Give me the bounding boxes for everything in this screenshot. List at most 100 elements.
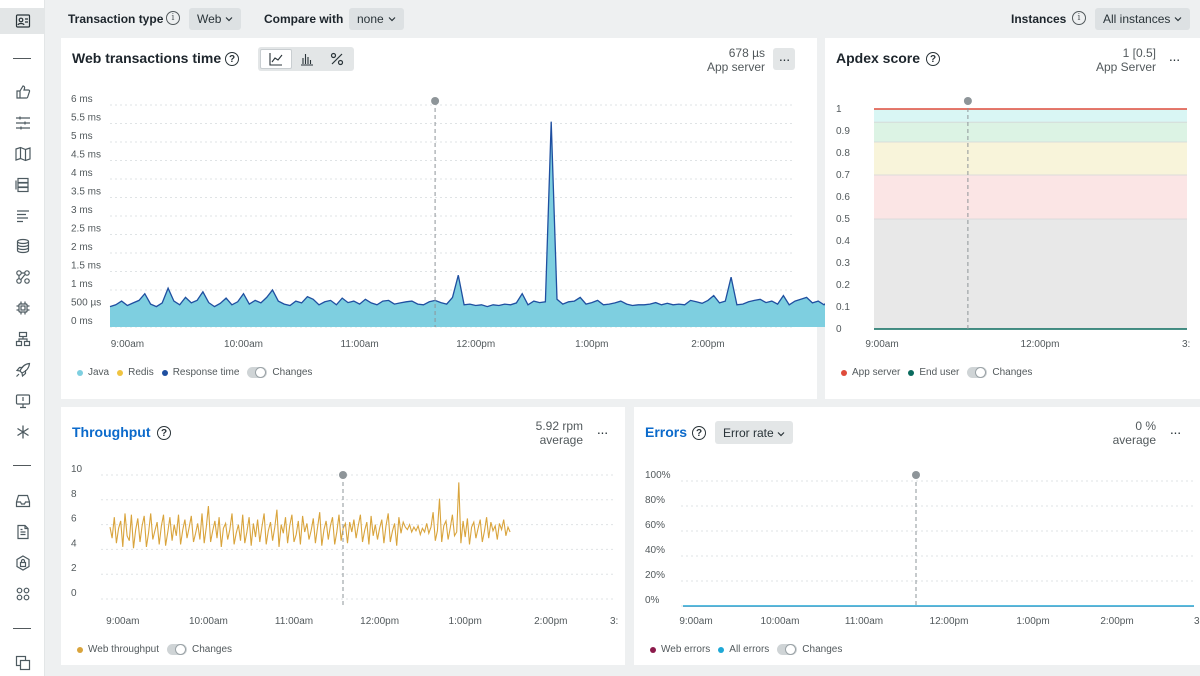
legend-label: App server	[852, 367, 901, 378]
errors-card: Errors ? Error rate 0 % average ··· 0% 20…	[634, 407, 1200, 665]
x-axis-tick-label: 11:00am	[341, 339, 379, 350]
legend-label: Changes	[802, 644, 843, 655]
apdex-band	[874, 175, 1187, 219]
change-marker-dot	[431, 97, 440, 105]
entity-summary-icon[interactable]	[0, 8, 45, 34]
error-metric-select[interactable]: Error rate	[715, 421, 794, 444]
y-axis-tick-label: 0.9	[836, 126, 850, 137]
chart-legend: Java Redis Response time Changes	[77, 367, 320, 378]
legend-label: Web throughput	[88, 644, 159, 655]
sidebar-divider	[13, 58, 31, 59]
x-axis-tick-label: 12:00pm	[360, 616, 399, 627]
card-title: Apdex score	[836, 50, 921, 66]
chip-icon[interactable]	[0, 295, 45, 321]
x-axis-tick-label: 9:00am	[865, 339, 898, 350]
rocket-icon[interactable]	[0, 357, 45, 383]
x-axis-tick-label: 12:00pm	[930, 616, 969, 627]
sliders-icon[interactable]	[0, 110, 45, 136]
legend-item-app-server[interactable]: App server	[841, 367, 900, 378]
summary-value: 1 [0.5]	[1122, 46, 1156, 60]
line-chart-icon[interactable]	[260, 49, 292, 69]
x-axis-tick-label: 2:00pm	[691, 339, 724, 350]
legend-item-end-user[interactable]: End user	[908, 367, 959, 378]
y-axis-tick-label: 0%	[645, 595, 660, 606]
apps-icon[interactable]	[0, 581, 45, 607]
card-title: Web transactions time	[72, 50, 222, 66]
change-marker-dot	[339, 471, 347, 479]
inbox-icon[interactable]	[0, 488, 45, 514]
y-axis-tick-label: 0	[71, 588, 77, 599]
web-throughput-line	[109, 482, 511, 549]
y-axis-tick-label: 4.5 ms	[71, 150, 101, 161]
instances-select[interactable]: All instances	[1095, 8, 1191, 30]
more-options-button[interactable]: ···	[1169, 424, 1182, 440]
compare-with-label: Compare with	[264, 12, 344, 26]
compare-with-value: none	[357, 12, 384, 26]
legend-label: All errors	[729, 644, 770, 655]
legend-label: Response time	[172, 367, 240, 378]
changes-toggle[interactable]: Changes	[967, 367, 1032, 378]
x-axis-tick-label: 11:00am	[275, 616, 313, 627]
more-options-button[interactable]: ···	[1168, 51, 1181, 67]
asterisk-icon[interactable]	[0, 419, 45, 445]
x-axis-tick-label: 3:	[610, 616, 618, 627]
summary: 678 µs App server	[707, 46, 765, 74]
y-axis-tick-label: 20%	[645, 570, 665, 581]
legend-item-java[interactable]: Java	[77, 367, 109, 378]
web-transactions-chart: 0 ms 500 µs 1 ms 1.5 ms 2 ms 2.5 ms 3 ms 3.5 ms…	[71, 94, 941, 350]
chevron-down-icon	[777, 432, 785, 437]
chevron-down-icon	[1174, 17, 1182, 22]
y-axis-tick-label: 40%	[645, 545, 665, 556]
changes-toggle[interactable]: Changes	[166, 644, 232, 655]
x-axis-tick-label: 11:00am	[845, 616, 883, 627]
help-icon[interactable]: ?	[926, 52, 940, 66]
document-icon[interactable]	[0, 519, 45, 545]
legend-label: End user	[919, 367, 960, 378]
copy-icon[interactable]	[0, 650, 45, 676]
chart-legend: Web throughput Changes	[77, 644, 240, 655]
y-axis-tick-label: 1 ms	[71, 279, 93, 290]
service-map-icon[interactable]	[0, 264, 45, 290]
monitor-icon[interactable]	[0, 388, 45, 414]
x-axis-tick-label: 10:00am	[761, 616, 800, 627]
card-title-link[interactable]: Throughput	[72, 424, 151, 440]
info-icon[interactable]: i	[166, 11, 180, 25]
filter-toolbar: Transaction type i Web Compare with none…	[45, 0, 1200, 38]
database-icon[interactable]	[0, 233, 45, 259]
legend-label: Changes	[992, 367, 1033, 378]
thumbs-up-icon[interactable]	[0, 79, 45, 105]
help-icon[interactable]: ?	[157, 426, 171, 440]
info-icon[interactable]: i	[1072, 11, 1086, 25]
servers-icon[interactable]	[0, 172, 45, 198]
changes-toggle[interactable]: Changes	[247, 367, 312, 378]
web-transactions-card: Web transactions time ? 678 µs App serve…	[61, 38, 941, 399]
chart-type-toggle	[258, 47, 354, 71]
y-axis-tick-label: 2.5 ms	[71, 224, 101, 235]
help-icon[interactable]: ?	[692, 426, 706, 440]
transaction-type-select[interactable]: Web	[189, 8, 242, 30]
compare-with-select[interactable]: none	[349, 8, 404, 30]
map-icon[interactable]	[0, 141, 45, 167]
apdex-band	[874, 109, 1187, 123]
hierarchy-icon[interactable]	[0, 326, 45, 352]
y-axis-tick-label: 0.3	[836, 258, 850, 269]
changes-toggle[interactable]: Changes	[777, 644, 842, 655]
apdex-chart: 0 0.1 0.2 0.3 0.4 0.5 0.6 0.7 0.8 0.9 1 9:00am 12:00…	[836, 97, 1190, 350]
legend-item-response-time[interactable]: Response time	[161, 367, 240, 378]
x-axis-tick-label: 2:00pm	[1100, 616, 1133, 627]
x-axis-tick-label: 10:00am	[224, 339, 263, 350]
legend-item-web-errors[interactable]: Web errors	[650, 644, 710, 655]
bar-chart-icon[interactable]	[292, 49, 322, 69]
legend-item-web-throughput[interactable]: Web throughput	[77, 644, 159, 655]
legend-item-all-errors[interactable]: All errors	[718, 644, 769, 655]
legend-item-redis[interactable]: Redis	[117, 367, 154, 378]
summary-label: average	[1112, 433, 1156, 447]
help-icon[interactable]: ?	[225, 52, 239, 66]
more-options-button[interactable]: ···	[596, 424, 609, 440]
security-icon[interactable]	[0, 550, 45, 576]
bars-icon[interactable]	[0, 203, 45, 229]
percent-icon[interactable]	[322, 49, 352, 69]
more-options-button[interactable]: ···	[773, 48, 795, 70]
y-axis-tick-label: 0.1	[836, 302, 850, 313]
card-title-link[interactable]: Errors	[645, 424, 688, 440]
